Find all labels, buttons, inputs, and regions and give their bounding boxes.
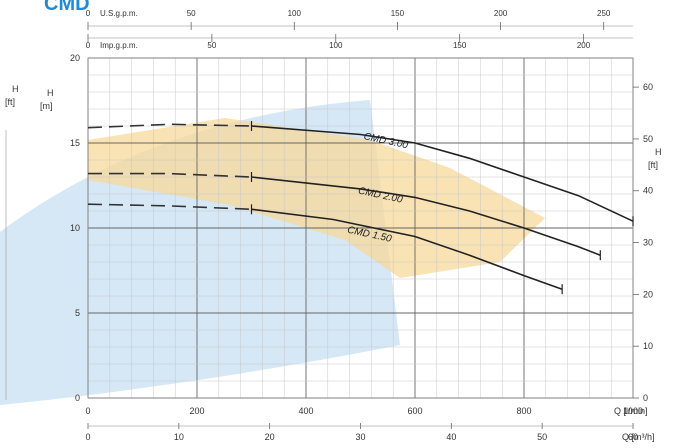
- top-tick-label: 50: [207, 41, 216, 50]
- y2-tick-label: 50: [643, 134, 653, 144]
- chart-title: CMD: [44, 0, 90, 15]
- x2-tick-label: 60: [628, 432, 638, 442]
- y-tick-label: 0: [75, 393, 80, 403]
- y-axis-label-m: H [m]: [40, 88, 54, 111]
- x-tick-label: 200: [189, 406, 204, 416]
- y2-tick-label: 60: [643, 82, 653, 92]
- y-axis-label-ft-left: H [ft]: [5, 84, 19, 107]
- x2-tick-label: 0: [85, 432, 90, 442]
- y2-tick-label: 0: [643, 393, 648, 403]
- x-tick-label: 1000: [623, 406, 643, 416]
- x-tick-label: 400: [298, 406, 313, 416]
- top-tick-label: 50: [187, 9, 196, 18]
- y2-tick-label: 10: [643, 341, 653, 351]
- top-tick-label: 200: [577, 41, 591, 50]
- x-axis-label: Q [l/min]: [614, 406, 648, 416]
- usgpm-axis-label: U.S.g.p.m.: [100, 9, 138, 18]
- x2-tick-label: 30: [355, 432, 365, 442]
- impgpm-axis-label: Imp.g.p.m.: [100, 41, 138, 50]
- x2-axis-label: Q [m³/h]: [622, 432, 655, 442]
- top-tick-label: 0: [86, 9, 91, 18]
- y-tick-label: 10: [70, 223, 80, 233]
- curve-solid-segment: [251, 125, 634, 222]
- x2-tick-label: 10: [174, 432, 184, 442]
- top-axes: U.S.g.p.m. Imp.g.p.m.: [100, 9, 138, 50]
- x2-tick-label: 20: [265, 432, 275, 442]
- top-tick-label: 150: [453, 41, 467, 50]
- top-tick-label: 0: [86, 41, 91, 50]
- x-tick-label: 600: [407, 406, 422, 416]
- curve-dashed-segment: [87, 123, 252, 129]
- curve-solid-segment: [251, 176, 601, 256]
- y2-tick-label: 30: [643, 238, 653, 248]
- performance-range-shading: [0, 100, 545, 405]
- top-tick-label: 200: [494, 9, 508, 18]
- curve-solid-segment: [251, 208, 563, 290]
- y2-tick-label: 40: [643, 186, 653, 196]
- pump-curves: [87, 121, 634, 295]
- x-tick-label: 800: [516, 406, 531, 416]
- y-tick-label: 20: [70, 53, 80, 63]
- y-tick-label: 5: [75, 308, 80, 318]
- y2-tick-label: 20: [643, 289, 653, 299]
- top-tick-label: 100: [329, 41, 343, 50]
- x2-tick-label: 50: [537, 432, 547, 442]
- top-tick-label: 150: [391, 9, 405, 18]
- curve-dashed-segment: [88, 172, 252, 178]
- curve-dashed-segment: [87, 203, 252, 211]
- x-tick-label: 0: [85, 406, 90, 416]
- y-tick-label: 15: [70, 138, 80, 148]
- top-tick-label: 100: [288, 9, 302, 18]
- top-tick-label: 250: [597, 9, 611, 18]
- y-axis-label-ft-right: H [ft]: [648, 147, 662, 170]
- plot-frame: [87, 57, 634, 399]
- x2-tick-label: 40: [446, 432, 456, 442]
- yellow-range-area: [88, 118, 545, 278]
